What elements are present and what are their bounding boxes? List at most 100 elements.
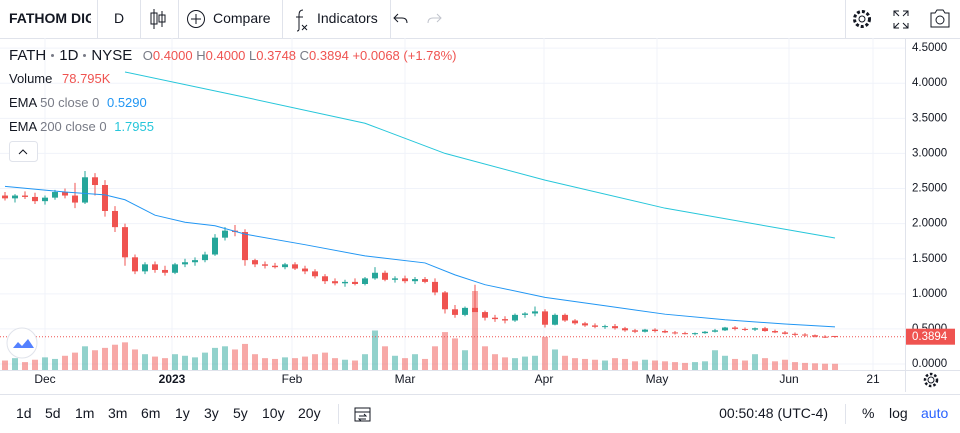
candle-body — [32, 196, 38, 202]
volume-bar — [822, 363, 828, 370]
candle-body — [802, 334, 808, 336]
separator — [178, 0, 179, 38]
fullscreen-icon[interactable] — [893, 10, 909, 29]
y-tick-label: 1.0000 — [912, 288, 947, 300]
candle-body — [452, 309, 458, 315]
candle-body — [652, 329, 658, 332]
axis-settings-icon[interactable] — [923, 372, 939, 388]
redo-icon[interactable] — [427, 13, 442, 24]
volume-bar — [382, 346, 388, 370]
range-button[interactable]: 10y — [262, 405, 285, 421]
indicators-icon[interactable] — [296, 9, 308, 32]
volume-bar — [342, 359, 348, 370]
candle-body — [472, 307, 478, 313]
range-button[interactable]: 3m — [108, 405, 128, 421]
auto-toggle[interactable]: auto — [921, 405, 949, 421]
candle-body — [82, 177, 88, 203]
range-button[interactable]: 3y — [204, 405, 219, 421]
percent-toggle[interactable]: % — [862, 405, 875, 421]
volume-bar — [482, 346, 488, 370]
compare-button[interactable]: Compare — [213, 10, 271, 26]
low-label: L — [249, 48, 257, 63]
volume-bar — [702, 361, 708, 370]
candle-body — [132, 257, 138, 272]
settings-icon[interactable] — [853, 10, 871, 28]
volume-bar — [142, 354, 148, 370]
candle-body — [12, 195, 18, 199]
candle-body — [522, 313, 528, 315]
volume-bar — [662, 361, 668, 370]
ema-line — [124, 71, 836, 239]
chart-style-icon[interactable] — [150, 9, 166, 29]
candle-body — [612, 326, 618, 329]
range-button[interactable]: 5y — [233, 405, 248, 421]
x-tick-label: Jun — [779, 372, 798, 386]
volume-bar — [522, 356, 528, 370]
range-button[interactable]: 1d — [16, 405, 32, 421]
candle-body — [102, 185, 108, 211]
range-button[interactable]: 20y — [298, 405, 321, 421]
candle-body — [562, 314, 568, 321]
volume-bar — [712, 350, 718, 370]
candle-body — [62, 192, 68, 196]
candle-body — [222, 230, 228, 238]
volume-bar — [722, 355, 728, 370]
volume-bar — [332, 358, 338, 370]
close-label: C — [299, 48, 310, 63]
screenshot-icon[interactable] — [930, 9, 950, 28]
volume-bar — [572, 358, 578, 370]
ema-name: EMA — [9, 119, 37, 134]
volume-bar — [242, 343, 248, 370]
volume-bar — [312, 354, 318, 370]
candle-body — [322, 276, 328, 282]
volume-bar — [262, 358, 268, 370]
volume-bar — [492, 354, 498, 370]
candle-body — [252, 260, 258, 265]
volume-bar — [622, 358, 628, 370]
volume-bar — [72, 352, 78, 370]
volume-bar — [292, 358, 298, 370]
compare-icon[interactable] — [187, 10, 205, 28]
interval[interactable]: D — [114, 10, 125, 26]
undo-icon[interactable] — [393, 13, 408, 24]
logo — [6, 327, 38, 359]
range-button[interactable]: 1m — [75, 405, 95, 421]
ema-name: EMA — [9, 95, 37, 110]
x-tick-label: May — [646, 372, 669, 386]
collapse-button[interactable] — [9, 141, 38, 162]
range-button[interactable]: 1y — [175, 405, 190, 421]
candle-body — [72, 195, 78, 203]
candle-body — [392, 278, 398, 280]
candle-body — [462, 307, 468, 315]
symbol[interactable]: FATHOM DIG — [9, 10, 91, 26]
candle-body — [642, 329, 648, 332]
volume-value: 78.795K — [62, 71, 111, 86]
volume-bar — [272, 358, 278, 370]
candle-body — [212, 237, 218, 255]
candle-body — [712, 330, 718, 332]
volume-bar — [742, 360, 748, 370]
low: 0.3748 — [256, 48, 297, 63]
volume-bar — [362, 354, 368, 370]
x-tick-label: Apr — [535, 372, 554, 386]
candle-body — [122, 227, 128, 258]
range-button[interactable]: 5d — [45, 405, 61, 421]
ema-legend: EMA 200 close 0 1.7955 — [9, 119, 154, 134]
candle-body — [782, 332, 788, 334]
separator — [845, 0, 846, 38]
volume-bar — [162, 358, 168, 370]
candle-body — [182, 262, 188, 265]
range-button[interactable]: 6m — [141, 405, 161, 421]
log-toggle[interactable]: log — [889, 405, 908, 421]
candle-body — [402, 278, 408, 282]
date-range-icon[interactable] — [354, 407, 371, 422]
volume-bar — [632, 361, 638, 370]
volume-bar — [612, 358, 618, 370]
volume-bar — [542, 336, 548, 370]
indicators-button[interactable]: Indicators — [317, 10, 378, 26]
volume-bar — [452, 338, 458, 370]
volume-bar — [422, 358, 428, 370]
candle-body — [622, 328, 628, 331]
volume-bar — [502, 357, 508, 370]
